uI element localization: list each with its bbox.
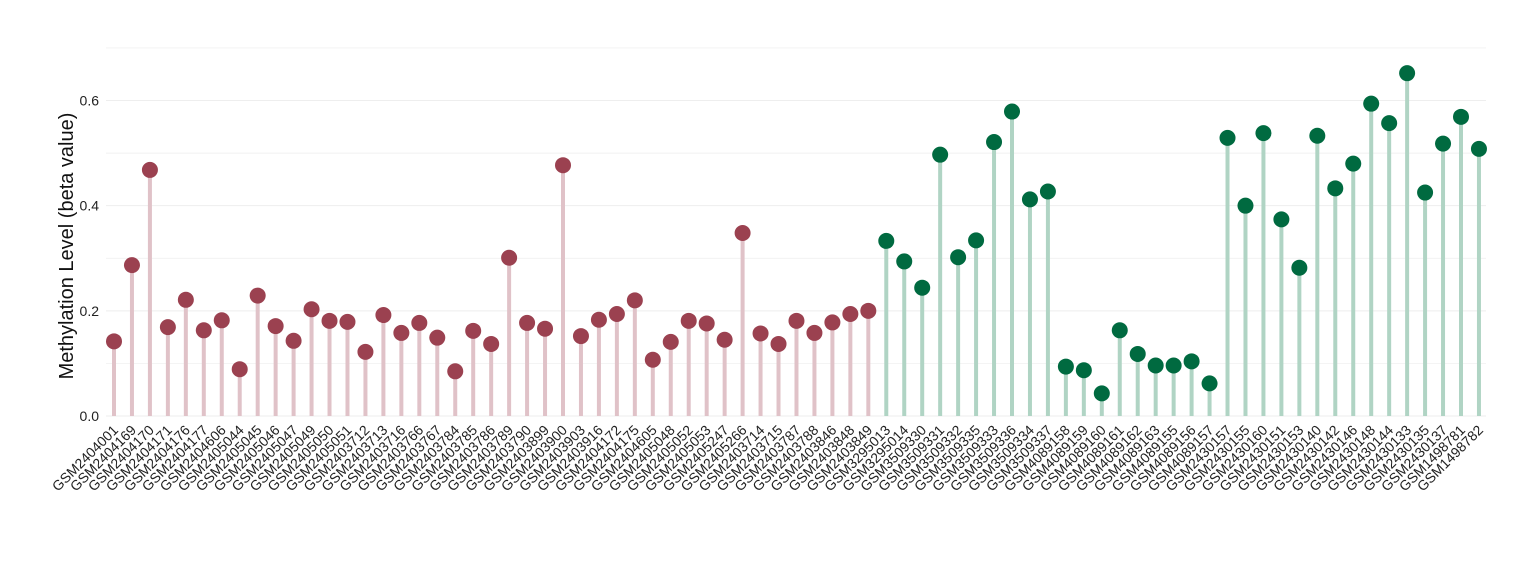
data-point bbox=[1129, 345, 1146, 362]
data-point bbox=[860, 302, 877, 319]
data-point bbox=[321, 312, 338, 329]
data-point bbox=[986, 134, 1003, 151]
data-point bbox=[932, 146, 949, 163]
data-point bbox=[824, 314, 841, 331]
data-point bbox=[411, 314, 428, 331]
data-point bbox=[1453, 108, 1469, 125]
y-tick-label: 0.2 bbox=[80, 303, 100, 319]
points bbox=[106, 65, 1487, 402]
data-point bbox=[914, 279, 931, 296]
data-point bbox=[249, 287, 266, 304]
data-point bbox=[285, 332, 302, 349]
data-point bbox=[339, 313, 356, 330]
data-point bbox=[177, 291, 194, 308]
data-point bbox=[1435, 135, 1452, 152]
data-point bbox=[1021, 191, 1038, 208]
data-point bbox=[680, 312, 697, 329]
data-point bbox=[842, 305, 859, 322]
y-axis-ticks: 0.0 0.2 0.4 0.6 bbox=[80, 93, 100, 424]
data-point bbox=[806, 324, 823, 341]
data-point bbox=[1201, 375, 1218, 392]
data-point bbox=[501, 249, 518, 266]
data-point bbox=[734, 225, 751, 242]
data-point bbox=[770, 335, 787, 352]
data-point bbox=[141, 161, 158, 178]
data-point bbox=[1111, 322, 1128, 339]
data-point bbox=[231, 361, 248, 378]
data-point bbox=[555, 157, 571, 174]
data-point bbox=[465, 322, 482, 339]
data-point bbox=[1004, 103, 1020, 120]
data-point bbox=[483, 335, 500, 352]
data-point bbox=[698, 315, 715, 332]
y-tick-label: 0.6 bbox=[80, 93, 100, 109]
data-point bbox=[1309, 127, 1326, 144]
data-point bbox=[716, 331, 733, 348]
data-point bbox=[447, 363, 464, 380]
data-point bbox=[662, 333, 679, 350]
data-point bbox=[626, 292, 643, 309]
data-point bbox=[608, 305, 625, 322]
data-point bbox=[1417, 184, 1434, 201]
data-point bbox=[195, 322, 212, 339]
data-point bbox=[357, 343, 374, 360]
data-point bbox=[896, 253, 913, 270]
data-point bbox=[1075, 362, 1092, 379]
data-point bbox=[1327, 180, 1344, 197]
data-point bbox=[159, 319, 176, 336]
data-point bbox=[1345, 155, 1362, 172]
data-point bbox=[1381, 115, 1398, 132]
data-point bbox=[1237, 197, 1254, 214]
y-tick-label: 0.4 bbox=[80, 198, 100, 214]
data-point bbox=[1093, 385, 1110, 402]
data-point bbox=[519, 314, 536, 331]
data-point bbox=[375, 307, 392, 324]
data-point bbox=[1039, 183, 1056, 200]
y-tick-label: 0.0 bbox=[80, 408, 100, 424]
data-point bbox=[1219, 129, 1236, 146]
data-point bbox=[1273, 211, 1290, 228]
data-point bbox=[878, 232, 895, 249]
data-point bbox=[1291, 259, 1308, 276]
data-point bbox=[267, 318, 284, 335]
data-point bbox=[644, 351, 661, 368]
data-point bbox=[752, 325, 769, 342]
data-point bbox=[213, 312, 230, 329]
data-point bbox=[537, 320, 554, 337]
data-point bbox=[572, 328, 589, 345]
data-point bbox=[106, 333, 122, 350]
stems bbox=[112, 73, 1481, 416]
data-point bbox=[303, 301, 320, 318]
data-point bbox=[1183, 353, 1200, 370]
data-point bbox=[950, 249, 967, 266]
data-point bbox=[393, 324, 410, 341]
data-point bbox=[123, 257, 140, 274]
data-point bbox=[1470, 140, 1487, 157]
data-point bbox=[1165, 357, 1182, 374]
data-point bbox=[1363, 95, 1380, 112]
data-point bbox=[429, 329, 446, 346]
y-axis-title: Methylation Level (beta value) bbox=[56, 113, 78, 380]
data-point bbox=[1147, 357, 1164, 374]
data-point bbox=[1255, 125, 1272, 142]
data-point bbox=[1399, 65, 1416, 82]
x-axis-ticks: GSM2404001GSM2404169GSM2404170GSM2404171… bbox=[49, 422, 1487, 495]
grid-lines bbox=[106, 47, 1486, 417]
data-point bbox=[1057, 358, 1074, 375]
data-point bbox=[788, 312, 805, 329]
data-point bbox=[590, 311, 607, 328]
data-point bbox=[968, 232, 985, 249]
